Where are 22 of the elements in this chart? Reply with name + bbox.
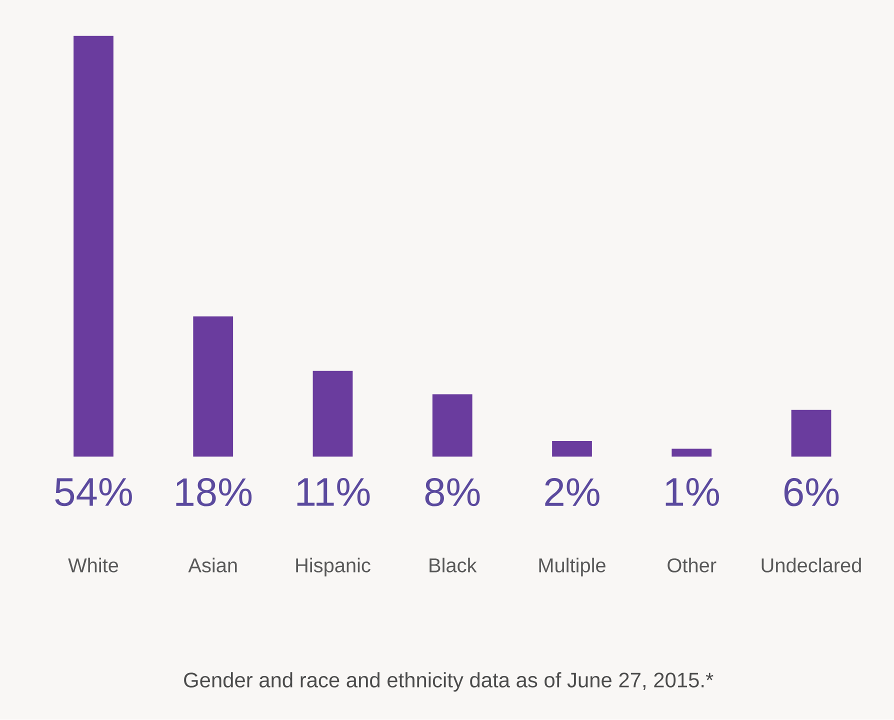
data-label: 18% [176, 478, 252, 506]
data-label: 2% [545, 478, 600, 506]
bar [791, 410, 832, 457]
x-tick-label: Multiple [539, 558, 606, 577]
bar [312, 371, 353, 457]
x-tick-label: White [68, 558, 118, 573]
bar [552, 441, 592, 457]
data-label: 8% [425, 478, 480, 506]
x-tick-label: Hispanic [296, 558, 370, 577]
x-tick-label: Asian [188, 558, 237, 573]
data-label: 54% [55, 478, 132, 506]
text: Gender and race and ethnicity data as of June 27, 2015.* [184, 672, 714, 692]
x-tick-label: Undeclared [762, 558, 861, 573]
x-tick-label: Black [430, 558, 477, 573]
data-label: 6% [784, 478, 839, 506]
bar [74, 36, 114, 457]
data-label: 1% [666, 478, 720, 506]
data-label: 11% [297, 478, 370, 506]
bar [672, 448, 712, 457]
x-tick-label: Other [668, 558, 716, 573]
bar [193, 316, 234, 457]
bar [432, 394, 472, 457]
